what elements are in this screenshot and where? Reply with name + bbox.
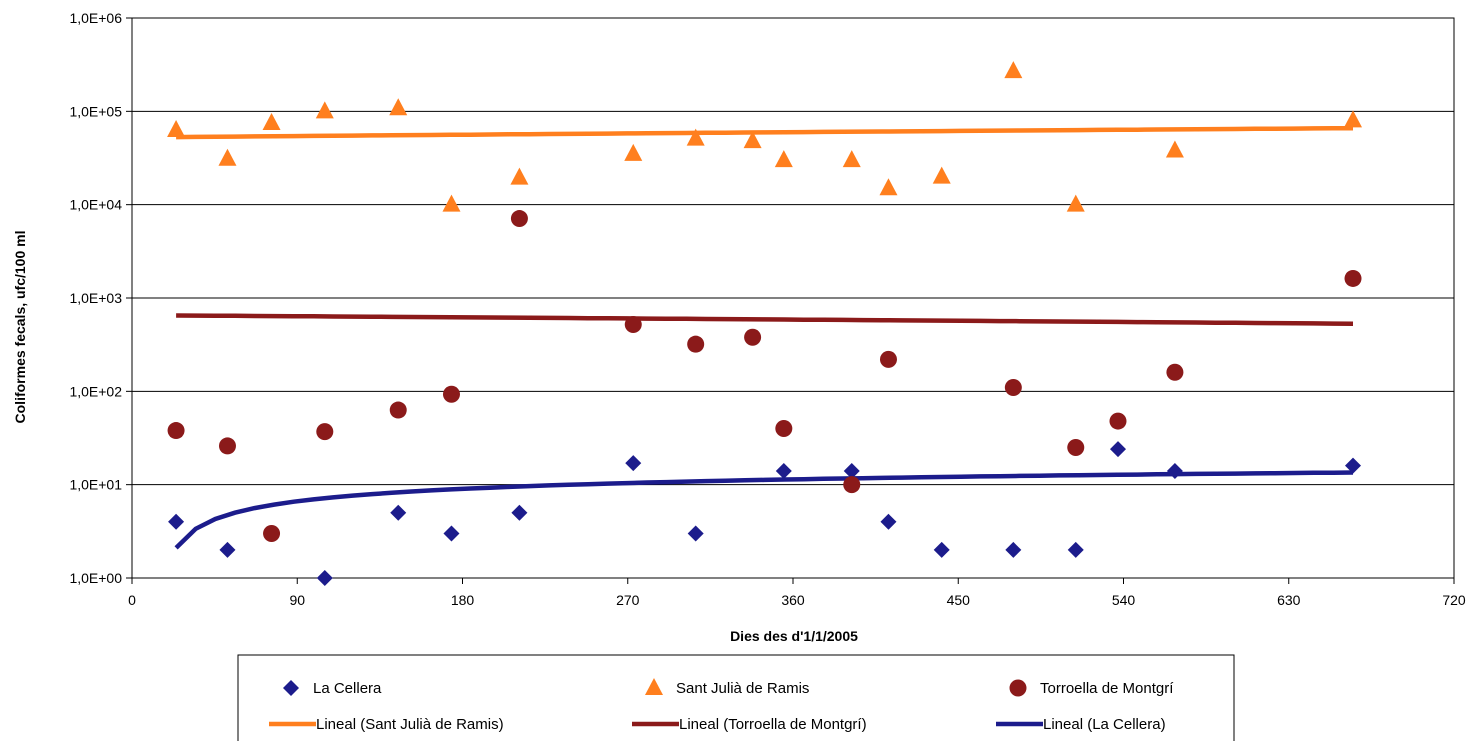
sant-juli-de-ramis-point: [686, 128, 705, 146]
torroella-de-montgr--point: [879, 350, 897, 368]
la-cellera-point: [316, 570, 333, 586]
legend-label: Lineal (Torroella de Montgrí): [679, 716, 867, 733]
y-axis-label: Coliformes fecals, ufc/100 ml: [12, 231, 28, 424]
torroella-de-montgr--point: [263, 524, 281, 542]
sant-juli-de-ramis-point: [167, 120, 186, 138]
sant-juli-de-ramis-point: [624, 143, 643, 161]
legend-marker-swatch: [283, 680, 299, 696]
y-tick-label: 1,0E+05: [69, 103, 122, 119]
torroella-de-montgr--point: [1166, 363, 1184, 381]
legend-marker-swatch: [1009, 679, 1027, 697]
la-cellera-point: [219, 541, 236, 558]
torroella-de-montgr--point: [510, 210, 528, 228]
la-cellera-point: [625, 455, 642, 472]
x-tick-label: 720: [1442, 592, 1466, 608]
torroella-de-montgr--point: [316, 423, 334, 441]
la-cellera-point: [511, 504, 528, 521]
torroella-de-montgr--point: [687, 335, 705, 353]
x-tick-label: 180: [451, 592, 475, 608]
sant-juli-de-ramis-point: [262, 112, 281, 130]
legend-marker-swatch: [645, 678, 663, 695]
la-cellera-point: [390, 504, 407, 521]
y-tick-label: 1,0E+01: [69, 477, 122, 493]
y-tick-label: 1,0E+06: [69, 10, 122, 26]
sant-juli-de-ramis-point: [774, 150, 793, 168]
legend-label: La Cellera: [313, 680, 382, 697]
torroella-de-montgr--point: [167, 422, 185, 440]
sant-juli-de-ramis-point: [1066, 194, 1085, 212]
trendline-lineal-torroella-de-montgr-: [176, 313, 1354, 326]
trendline-lineal-sant-juli-de-ramis-: [176, 125, 1354, 140]
y-tick-label: 1,0E+02: [69, 383, 122, 399]
sant-juli-de-ramis-point: [1004, 61, 1023, 79]
legend-label: Torroella de Montgrí: [1040, 680, 1174, 697]
sant-juli-de-ramis-point: [218, 148, 237, 166]
sant-juli-de-ramis-point: [842, 150, 861, 168]
x-axis-label: Dies des d'1/1/2005: [730, 628, 858, 644]
torroella-de-montgr--point: [1344, 269, 1362, 287]
sant-juli-de-ramis-point: [315, 101, 334, 119]
x-tick-label: 0: [128, 592, 136, 608]
trendlines: [174, 125, 1354, 550]
la-cellera-point: [443, 525, 460, 542]
x-tick-label: 90: [289, 592, 305, 608]
la-cellera-point: [880, 513, 897, 530]
torroella-de-montgr--point: [1067, 439, 1085, 457]
torroella-de-montgr--point: [442, 385, 460, 403]
la-cellera-point: [687, 525, 704, 542]
sant-juli-de-ramis-point: [442, 194, 461, 212]
x-tick-label: 630: [1277, 592, 1301, 608]
la-cellera-point: [168, 513, 185, 530]
la-cellera-point: [1166, 463, 1183, 480]
torroella-de-montgr--point: [1004, 378, 1022, 396]
data-points: [167, 61, 1363, 586]
legend-label: Lineal (La Cellera): [1043, 716, 1166, 733]
sant-juli-de-ramis-point: [510, 167, 529, 185]
la-cellera-point: [1109, 441, 1126, 458]
trendline-lineal-la-cellera-: [174, 470, 1354, 550]
x-tick-label: 450: [947, 592, 971, 608]
torroella-de-montgr--point: [389, 401, 407, 419]
x-tick-label: 270: [616, 592, 640, 608]
torroella-de-montgr--point: [1109, 412, 1127, 430]
x-tick-label: 540: [1112, 592, 1136, 608]
y-tick-label: 1,0E+00: [69, 570, 122, 586]
torroella-de-montgr--point: [624, 316, 642, 334]
legend: La Cellera Sant Julià de Ramis Torroella d…: [237, 654, 1235, 744]
axes: 1,0E+00 1,0E+01 1,0E+02 1,0E+03 1,0E+04 1,0E+…: [69, 10, 1465, 608]
torroella-de-montgr--point: [775, 419, 793, 437]
la-cellera-point: [1345, 457, 1362, 474]
legend-box: [237, 654, 1235, 744]
sant-juli-de-ramis-point: [879, 178, 898, 196]
la-cellera-point: [1067, 541, 1084, 558]
torroella-de-montgr--point: [843, 476, 861, 494]
torroella-de-montgr--point: [744, 328, 762, 346]
legend-label: Sant Julià de Ramis: [676, 680, 809, 697]
sant-juli-de-ramis-point: [743, 131, 762, 149]
sant-juli-de-ramis-point: [1165, 140, 1184, 158]
la-cellera-point: [775, 463, 792, 480]
torroella-de-montgr--point: [218, 437, 236, 455]
sant-juli-de-ramis-point: [932, 166, 951, 184]
sant-juli-de-ramis-point: [389, 98, 408, 116]
la-cellera-point: [843, 463, 860, 480]
legend-label: Lineal (Sant Julià de Ramis): [316, 716, 504, 733]
gridlines: [132, 17, 1454, 579]
la-cellera-point: [1005, 541, 1022, 558]
sant-juli-de-ramis-point: [1344, 110, 1363, 128]
la-cellera-point: [933, 541, 950, 558]
y-tick-label: 1,0E+03: [69, 290, 122, 306]
x-tick-label: 360: [781, 592, 805, 608]
y-tick-label: 1,0E+04: [69, 197, 122, 213]
